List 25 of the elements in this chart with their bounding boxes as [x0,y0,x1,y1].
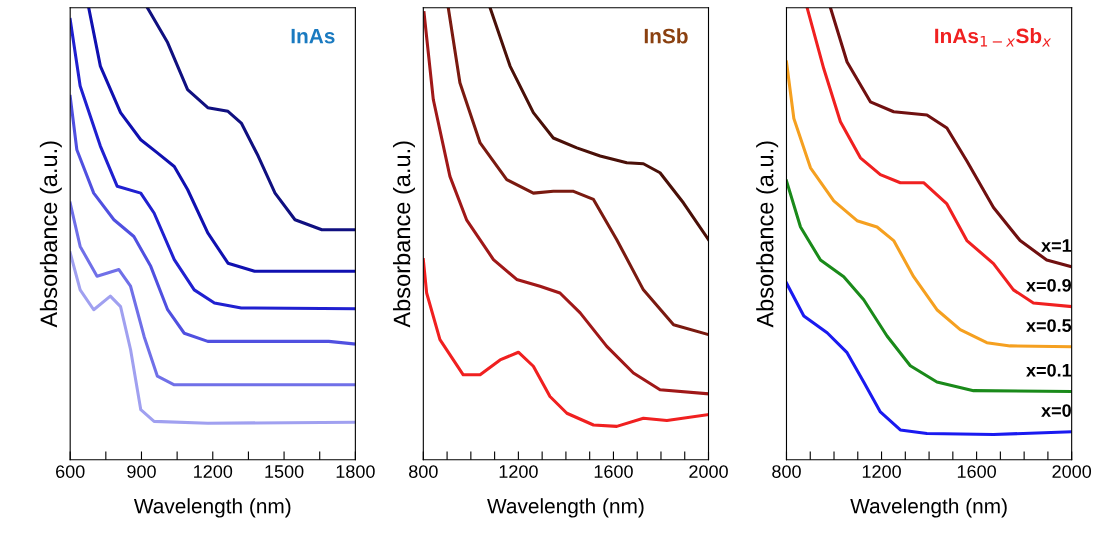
x-tick-label: 2000 [1052,465,1092,478]
x-axis-title: Wavelength (nm) [133,498,291,518]
x-tick-label: 1200 [194,465,233,478]
series-label: x=0 [1041,404,1071,417]
text: InAs$_{1−x}$Sb$_{x}$ [935,28,1052,47]
x-tick-label: 2000 [689,465,728,478]
y-axis-title: Absorbance (a.u.) [392,141,415,328]
series-label: x=0.5 [1026,319,1072,332]
x-tick-label: 800 [772,465,801,478]
x-tick-label: 1200 [862,465,901,478]
x-tick-label: 600 [56,465,85,478]
text: InAs [291,28,335,44]
x-tick-label: 1600 [594,465,633,478]
x-axis-title: Wavelength (nm) [487,498,644,518]
series-label: x=0.9 [1026,278,1071,292]
x-tick-label: 1800 [336,465,375,478]
x-tick-label: 900 [127,465,156,478]
y-axis-title: Absorbance (a.u.) [756,141,779,328]
x-axis-title: Wavelength (nm) [850,498,1007,518]
y-axis-title: Absorbance (a.u.) [39,141,62,328]
x-tick-label: 1200 [499,465,538,478]
text: InSb [644,28,688,44]
x-tick-label: 1500 [265,465,304,478]
x-tick-label: 1600 [957,465,996,478]
x-tick-label: 800 [409,465,438,478]
